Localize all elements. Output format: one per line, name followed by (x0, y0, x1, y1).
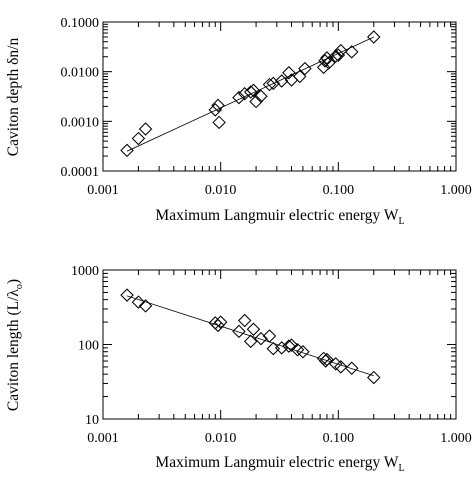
data-point (208, 103, 223, 117)
x-tick-label: 0.010 (205, 431, 237, 446)
data-point (211, 318, 225, 333)
y-tick-label: 0.0001 (61, 165, 100, 180)
data-point (213, 315, 228, 329)
data-point (344, 361, 359, 375)
data-point (334, 43, 348, 58)
data-point (212, 115, 226, 130)
tick-labels: 0.001 0.010 0.100 1.000 10 100 1000 (71, 264, 472, 446)
x-tick-label: 1.000 (440, 431, 472, 446)
y-tick-label: 0.1000 (61, 16, 100, 31)
data-point (262, 77, 277, 92)
caviton-depth-panel: 0.001 0.010 0.100 1.000 0.0001 0.0010 0.0100 0.… (5, 16, 472, 227)
data-point (262, 329, 277, 343)
data-point (138, 122, 153, 136)
plot-frame (102, 21, 457, 172)
data-point (254, 89, 268, 103)
data-point (138, 299, 153, 313)
y-tick-label: 0.0100 (61, 66, 100, 81)
data-point (243, 334, 258, 349)
tick-labels: 0.001 0.010 0.100 1.000 0.0001 0.0010 0.0100 0.… (61, 16, 472, 198)
x-tick-label: 0.010 (205, 183, 237, 198)
x-tick-label: 0.001 (87, 431, 119, 446)
data-point (211, 98, 225, 113)
data-point (316, 60, 331, 75)
data-point (293, 69, 307, 84)
data-point (298, 61, 312, 76)
data-point (254, 331, 268, 346)
data-point (237, 313, 252, 328)
y-tick-label: 1000 (71, 264, 99, 279)
data-point (344, 45, 359, 59)
data-point (266, 76, 281, 91)
y-tick-label: 0.0010 (61, 115, 100, 130)
data-point (249, 94, 263, 109)
x-tick-label: 0.100 (323, 431, 355, 446)
data-point (322, 56, 336, 70)
data-point (284, 338, 299, 352)
data-markers (120, 30, 381, 158)
data-point (296, 344, 310, 359)
data-point (131, 131, 146, 146)
x-axis-label: Maximum Langmuir electric energy WL (155, 454, 404, 474)
x-tick-label: 0.001 (87, 183, 119, 198)
data-point (120, 288, 134, 302)
data-point (367, 30, 381, 44)
axis-ticks (102, 22, 456, 172)
data-point (282, 66, 296, 80)
data-point (131, 295, 146, 309)
data-markers (120, 288, 381, 385)
data-point (367, 370, 381, 385)
x-tick-label: 0.100 (323, 183, 355, 198)
data-point (320, 51, 334, 65)
data-point (243, 85, 258, 99)
data-point (282, 339, 296, 353)
x-axis-label: Maximum Langmuir electric energy WL (155, 207, 404, 227)
data-point (232, 324, 246, 339)
data-point (246, 83, 261, 98)
data-point (318, 54, 332, 68)
data-point (334, 360, 348, 374)
y-tick-label: 100 (78, 339, 99, 354)
y-tick-label: 10 (85, 413, 99, 428)
y-axis-label: Caviton length (L/λo) (5, 279, 25, 411)
data-point (274, 74, 289, 88)
data-point (328, 49, 343, 63)
data-point (320, 352, 334, 367)
data-point (246, 322, 261, 337)
axis-ticks (102, 270, 456, 420)
caviton-length-panel: 0.001 0.010 0.100 1.000 10 100 1000 Maximum La… (5, 264, 472, 474)
x-tick-label: 1.000 (440, 183, 472, 198)
data-point (120, 143, 134, 158)
data-point (232, 90, 246, 105)
y-axis-label: Caviton depth δn/n (5, 38, 22, 157)
data-point (331, 48, 346, 62)
